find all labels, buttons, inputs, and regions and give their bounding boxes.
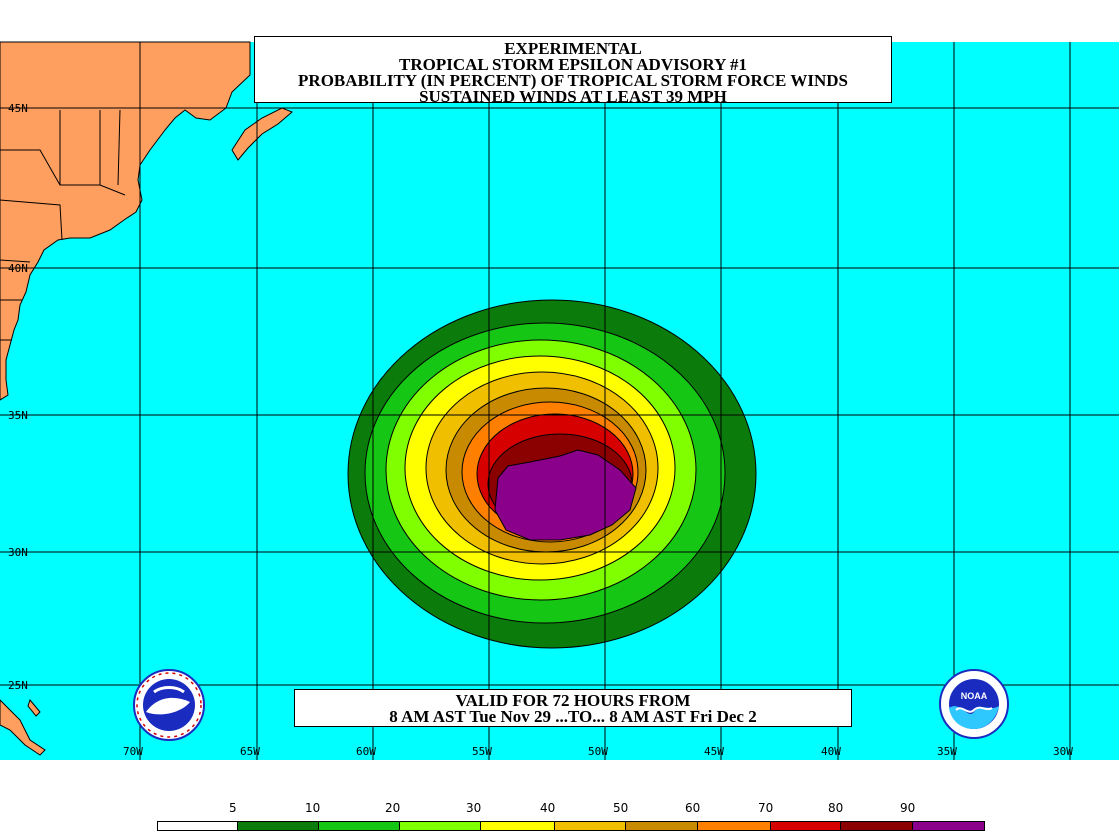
legend-swatch-3: [400, 822, 482, 830]
noaa-logo: NOAA: [939, 669, 1009, 739]
title-line-3: PROBABILITY (IN PERCENT) OF TROPICAL STO…: [298, 71, 848, 90]
legend-label-50: 50: [613, 801, 629, 815]
contour-90: [494, 449, 637, 541]
title-line-1: EXPERIMENTAL: [504, 39, 642, 58]
legend-labels: 5 10 20 30 40 50 60 70 80 90: [0, 801, 1119, 815]
legend-swatch-9: [841, 822, 914, 830]
longitude-label-60w: 60W: [356, 745, 376, 758]
longitude-label-55w: 55W: [472, 745, 492, 758]
legend-swatch-4: [481, 822, 556, 830]
latitude-label-30n: 30N: [8, 546, 28, 559]
legend-label-80: 80: [828, 801, 844, 815]
latitude-label-40n: 40N: [8, 262, 28, 275]
longitude-label-45w: 45W: [704, 745, 724, 758]
legend-label-70: 70: [758, 801, 774, 815]
latitude-label-25n: 25N: [8, 679, 28, 692]
legend-swatch-6: [625, 822, 698, 830]
longitude-label-50w: 50W: [588, 745, 608, 758]
islands: [0, 698, 46, 756]
legend-label-5: 5: [229, 801, 237, 815]
land-nova-scotia: [231, 107, 293, 161]
noaa-logo-text: NOAA: [961, 691, 988, 701]
probability-contours: [347, 299, 757, 649]
grid-lines: [0, 42, 1119, 760]
legend-label-40: 40: [540, 801, 556, 815]
longitude-label-30w: 30W: [1053, 745, 1073, 758]
longitude-label-70w: 70W: [123, 745, 143, 758]
valid-line-1: VALID FOR 72 HOURS FROM: [455, 691, 691, 710]
latitude-label-45n: 45N: [8, 102, 28, 115]
legend-label-90: 90: [900, 801, 916, 815]
title-line-4: SUSTAINED WINDS AT LEAST 39 MPH: [419, 87, 727, 106]
legend-swatch-8: [770, 822, 842, 830]
legend-swatch-0: [158, 822, 238, 830]
legend-label-10: 10: [305, 801, 321, 815]
valid-line-2: 8 AM AST Tue Nov 29 ...TO... 8 AM AST Fr…: [389, 707, 757, 726]
legend-swatch-5: [555, 822, 626, 830]
probability-map: [0, 41, 1119, 760]
legend-label-60: 60: [685, 801, 701, 815]
legend-label-20: 20: [385, 801, 401, 815]
longitude-label-40w: 40W: [821, 745, 841, 758]
legend-swatch-2: [318, 822, 401, 830]
legend-swatch-7: [697, 822, 771, 830]
longitude-label-65w: 65W: [240, 745, 260, 758]
longitude-label-35w: 35W: [937, 745, 957, 758]
legend-swatch-10: [913, 822, 984, 830]
title-box: EXPERIMENTAL TROPICAL STORM EPSILON ADVI…: [254, 36, 892, 106]
legend-label-30: 30: [466, 801, 482, 815]
national-weather-service-logo: [133, 669, 205, 741]
title-line-2: TROPICAL STORM EPSILON ADVISORY #1: [399, 55, 747, 74]
valid-period-box: VALID FOR 72 HOURS FROM 8 AM AST Tue Nov…: [294, 689, 852, 727]
state-borders: [0, 109, 126, 341]
latitude-label-35n: 35N: [8, 409, 28, 422]
legend-color-bar: [157, 821, 985, 831]
legend-swatch-1: [237, 822, 319, 830]
